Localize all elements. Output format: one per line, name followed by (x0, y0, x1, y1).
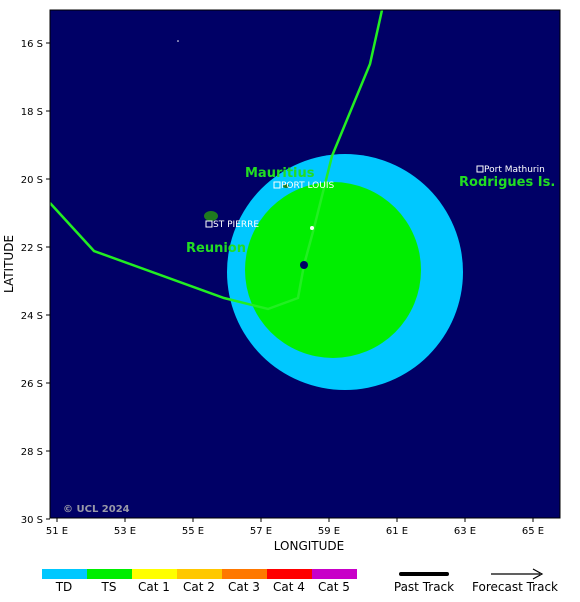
y-tick-label: 16 S (21, 39, 43, 50)
y-axis: 16 S 18 S 20 S 22 S 24 S 26 S 28 S 30 S (21, 39, 50, 526)
legend-swatch-cat5 (312, 569, 357, 579)
reunion-label: Reunion (186, 241, 246, 256)
intensity-legend: TD TS Cat 1 Cat 2 Cat 3 Cat 4 Cat 5 (42, 569, 357, 594)
x-axis-title: LONGITUDE (274, 539, 344, 553)
ts-wind-radius (245, 182, 421, 358)
copyright-notice: © UCL 2024 (63, 504, 130, 515)
y-tick-label: 22 S (21, 243, 43, 254)
legend-swatch-td (42, 569, 87, 579)
legend-label-cat4: Cat 4 (273, 580, 305, 594)
y-axis-title: LATITUDE (2, 235, 16, 293)
y-tick-label: 28 S (21, 447, 43, 458)
st-pierre-marker (205, 220, 213, 228)
legend-label-ts: TS (101, 580, 117, 594)
y-tick-label: 24 S (21, 311, 43, 322)
mauritius-island (283, 184, 289, 188)
forecast-track-line (50, 10, 384, 311)
reunion-island (204, 211, 218, 221)
tiny-island (177, 40, 179, 42)
past-track-label: Past Track (394, 580, 454, 594)
legend-label-cat2: Cat 2 (183, 580, 215, 594)
plot-frame (49, 9, 561, 519)
legend-swatch-cat3 (222, 569, 267, 579)
x-tick-label: 59 E (318, 526, 340, 537)
y-tick-label: 30 S (21, 515, 43, 526)
legend-swatch-cat4 (267, 569, 312, 579)
x-tick-label: 55 E (182, 526, 204, 537)
x-tick-label: 57 E (250, 526, 272, 537)
x-tick-label: 65 E (522, 526, 544, 537)
forecast-track-label: Forecast Track (472, 580, 558, 594)
legend-label-cat1: Cat 1 (138, 580, 170, 594)
x-tick-label: 53 E (114, 526, 136, 537)
legend-swatch-ts (87, 569, 132, 579)
y-tick-label: 20 S (21, 175, 43, 186)
track-point (310, 226, 314, 230)
x-axis: 51 E 53 E 55 E 57 E 59 E 61 E 63 E 65 E (46, 518, 544, 537)
track-legend: Past Track Forecast Track (394, 568, 558, 594)
legend-label-cat5: Cat 5 (318, 580, 350, 594)
forecast-arrow-icon (532, 568, 544, 580)
rodrigues-label: Rodrigues Is. (459, 175, 555, 190)
st-pierre-label: ST PIERRE (213, 220, 259, 230)
y-tick-label: 18 S (21, 107, 43, 118)
x-tick-label: 61 E (386, 526, 408, 537)
port-louis-label: PORT LOUIS (281, 181, 334, 191)
legend-swatch-cat2 (177, 569, 222, 579)
legend-swatch-cat1 (132, 569, 177, 579)
port-mathurin-marker (476, 165, 484, 173)
mauritius-label: Mauritius (245, 166, 315, 181)
port-louis-marker (273, 181, 281, 189)
x-tick-label: 51 E (46, 526, 68, 537)
y-tick-label: 26 S (21, 379, 43, 390)
x-tick-label: 63 E (454, 526, 476, 537)
port-mathurin-label: Port Mathurin (484, 165, 545, 175)
legend-label-cat3: Cat 3 (228, 580, 260, 594)
storm-center-marker (300, 261, 308, 269)
legend-label-td: TD (55, 580, 73, 594)
